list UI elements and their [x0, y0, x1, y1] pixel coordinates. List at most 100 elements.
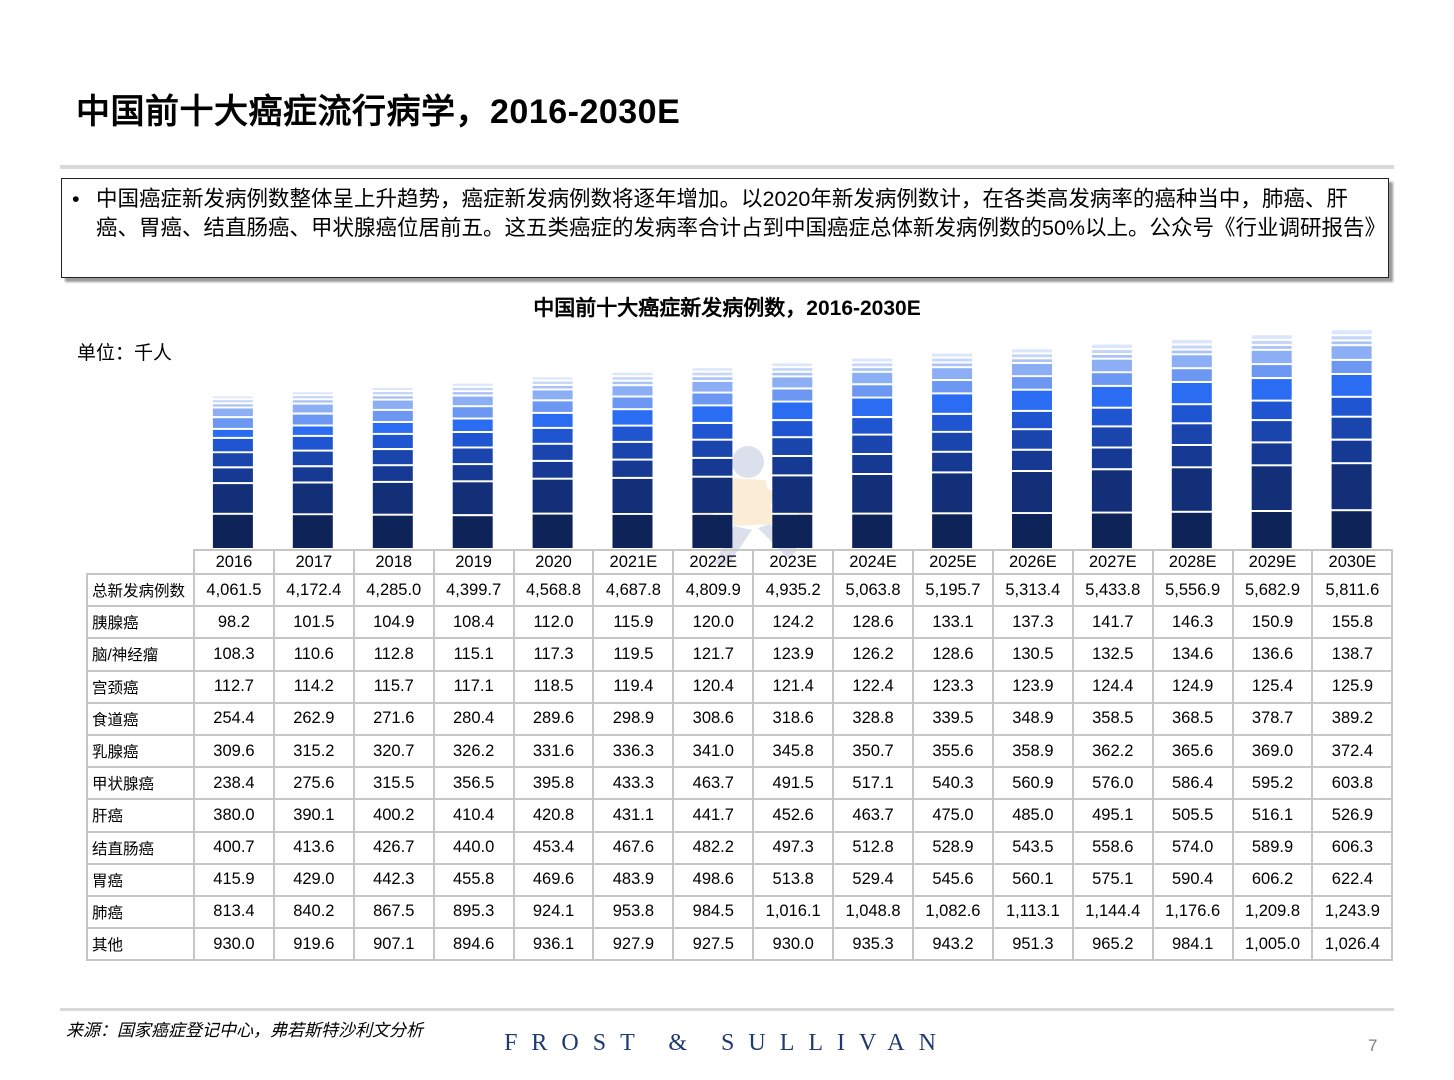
bar-segment [932, 353, 973, 357]
bar-segment [372, 423, 413, 433]
bar-segment [532, 401, 573, 412]
table-cell: 120.4 [672, 669, 755, 704]
table-cell: 358.9 [991, 733, 1074, 769]
bar-segment [1171, 350, 1212, 354]
year-header: 2028E [1151, 549, 1234, 575]
table-cell: 101.5 [272, 605, 355, 640]
year-header: 2021E [592, 549, 675, 575]
bar-segment [372, 466, 413, 481]
bar-segment [1251, 350, 1292, 364]
table-cell: 108.3 [193, 637, 275, 672]
bar-segment [772, 476, 813, 513]
table-cell: 415.9 [193, 862, 275, 897]
table-cell: 5,811.6 [1311, 572, 1394, 608]
table-cell: 238.4 [193, 766, 275, 801]
table-cell: 128.6 [912, 637, 994, 672]
table-cell: 355.6 [912, 733, 994, 769]
bar-segment [852, 418, 893, 434]
table-cell: 498.6 [672, 862, 755, 897]
table-cell: 4,568.8 [512, 572, 595, 608]
table-cell: 930.0 [193, 927, 275, 962]
table-cell: 429.0 [272, 862, 355, 897]
bar-segment [292, 426, 333, 435]
table-cell: 356.5 [432, 766, 515, 801]
year-header: 2023E [752, 549, 835, 575]
bar-segment [452, 482, 493, 515]
bar-segment [372, 515, 413, 548]
bar-segment [532, 479, 573, 513]
table-cell: 4,687.8 [592, 572, 675, 608]
table-cell: 4,061.5 [193, 572, 275, 608]
table-cell: 560.1 [991, 862, 1074, 897]
bar-segment [772, 402, 813, 420]
table-cell: 595.2 [1231, 766, 1314, 801]
bar-segment [852, 398, 893, 416]
table-cell: 369.0 [1231, 733, 1314, 769]
table-cell: 526.9 [1311, 798, 1394, 833]
table-cell: 431.1 [592, 798, 675, 833]
bar-segment [532, 428, 573, 443]
table-row: 肺癌 813.4 840.2 867.5 895.3 924.1 953.8 984.5 1,0… [86, 894, 1394, 930]
bar-segment [372, 410, 413, 421]
bar-segment [1012, 359, 1052, 362]
bar-segment [772, 368, 813, 371]
bar-segment [1171, 512, 1212, 548]
table-cell: 475.0 [912, 798, 994, 833]
bar-segment [1091, 373, 1132, 385]
table-cell: 1,243.9 [1311, 894, 1394, 930]
bar-segment [532, 386, 573, 389]
bar-segment [932, 473, 973, 513]
table-cell: 469.6 [512, 862, 595, 897]
table-cell: 528.9 [912, 830, 994, 865]
table-cell: 452.6 [752, 798, 835, 833]
bar-segment [1012, 377, 1052, 389]
table-cell: 315.5 [352, 766, 435, 801]
table-cell: 529.4 [832, 862, 915, 897]
bar-segment [1251, 365, 1292, 377]
bar-segment [1012, 430, 1052, 449]
bar-segment [292, 400, 333, 403]
row-label: 脑/神经瘤 [86, 637, 195, 672]
bar-segment [1331, 330, 1372, 335]
table-cell: 984.5 [672, 894, 755, 930]
page-title: 中国前十大癌症流行病学，2016-2030E [76, 93, 681, 131]
table-cell: 935.3 [832, 927, 915, 962]
table-cell: 453.4 [512, 830, 595, 865]
bar-segment [1171, 369, 1212, 381]
bar-segment [692, 377, 733, 380]
bar-segment [1251, 443, 1292, 465]
bar-segment [1171, 383, 1212, 404]
year-header: 2026E [991, 549, 1074, 575]
bar-segment [852, 363, 893, 367]
table-cell: 115.9 [592, 605, 675, 640]
bar-segment [292, 467, 333, 482]
bar-segment [612, 410, 653, 425]
table-cell: 497.3 [752, 830, 835, 865]
bar-segment [1331, 464, 1372, 510]
bar-segment [292, 515, 333, 548]
bar-segment [532, 514, 573, 548]
table-cell: 298.9 [592, 701, 675, 736]
table-cell: 114.2 [272, 669, 355, 704]
brand-logo: FROST & SULLIVAN [504, 1030, 950, 1056]
table-cell: 589.9 [1231, 830, 1314, 865]
bar-segment [612, 478, 653, 513]
bar-segment [932, 363, 973, 367]
bar-segment [292, 451, 333, 466]
bar-segment [1012, 411, 1052, 429]
bar-segment [932, 381, 973, 393]
year-header: 2024E [832, 549, 915, 575]
table-cell: 491.5 [752, 766, 835, 801]
table-cell: 1,048.8 [832, 894, 915, 930]
bar-segment [692, 514, 733, 548]
table-cell: 358.5 [1071, 701, 1154, 736]
bar-segment [1171, 355, 1212, 368]
table-cell: 540.3 [912, 766, 994, 801]
bar-segment [452, 516, 493, 548]
bar-segment [1331, 346, 1372, 359]
bar-segment [1091, 350, 1132, 353]
table-cell: 130.5 [991, 637, 1074, 672]
table-cell: 1,144.4 [1071, 894, 1154, 930]
row-label: 肺癌 [86, 894, 195, 930]
table-row: 胃癌 415.9 429.0 442.3 455.8 469.6 483.9 498.6 513… [86, 862, 1394, 897]
